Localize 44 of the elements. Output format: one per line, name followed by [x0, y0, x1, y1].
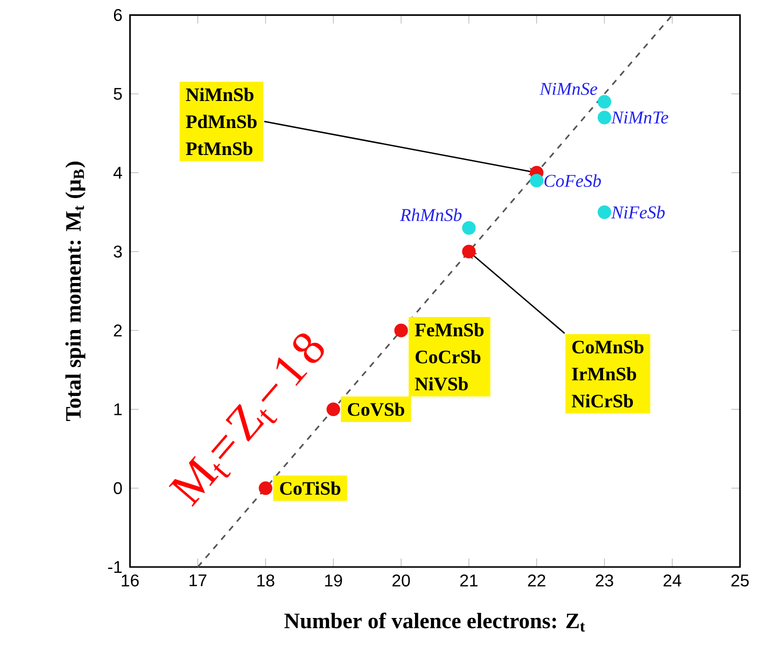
- x-tick-label: 17: [190, 574, 206, 586]
- annotation: NiMnSb: [186, 88, 254, 102]
- annotation: IrMnSb: [572, 367, 636, 380]
- x-axis-title: Number of valence electrons: Z$_{t}$: [284, 612, 585, 632]
- data-label: RhMnSb: [400, 208, 462, 222]
- annotation: CoMnSb: [572, 340, 644, 354]
- point: [394, 324, 408, 338]
- x-tick-label: 16: [122, 574, 139, 586]
- point: [462, 221, 476, 235]
- annotation: CoVSb: [348, 402, 404, 416]
- point: [598, 205, 612, 219]
- x-tick-label: 23: [596, 574, 614, 586]
- data-label: NiMnSe: [540, 82, 598, 95]
- point: [598, 110, 612, 124]
- y-tick-label: 3: [114, 246, 122, 258]
- x-tick-label: 24: [664, 574, 682, 586]
- data-label: CoFeSb: [544, 174, 601, 187]
- data-label: NiFeSb: [611, 206, 665, 219]
- x-tick-label: 19: [325, 574, 342, 586]
- annotation: CoTiSb: [280, 481, 340, 495]
- annotation: CoCrSb: [416, 350, 480, 364]
- point: [598, 94, 612, 109]
- point: [462, 244, 476, 258]
- y-tick-label: 5: [114, 88, 122, 100]
- x-tick-label: 25: [731, 574, 749, 586]
- x-tick-label: 18: [257, 574, 274, 586]
- annotation: NiCrSb: [572, 394, 633, 408]
- y-tick-label: 1: [114, 403, 122, 416]
- point: [326, 402, 340, 416]
- y-tick-label: -1: [108, 561, 122, 573]
- y-tick-label: 4: [113, 166, 122, 179]
- y-axis-title: Total spin moment: M$_{t}$ (μ$_{B}$): [65, 162, 86, 421]
- annotation: PdMnSb: [186, 114, 257, 128]
- x-tick-label: 22: [528, 574, 546, 586]
- annotation: NiVSb: [415, 377, 468, 391]
- annotation: PtMnSb: [186, 142, 252, 156]
- point: [530, 174, 544, 188]
- data-label: NiMnTe: [611, 111, 668, 124]
- x-tick-label: 20: [392, 574, 410, 586]
- x-tick-label: 21: [460, 574, 478, 586]
- annotation: FeMnSb: [415, 323, 484, 336]
- y-tick-label: 0: [114, 482, 122, 494]
- y-tick-label: 2: [114, 324, 122, 336]
- y-tick-label: 6: [114, 9, 122, 22]
